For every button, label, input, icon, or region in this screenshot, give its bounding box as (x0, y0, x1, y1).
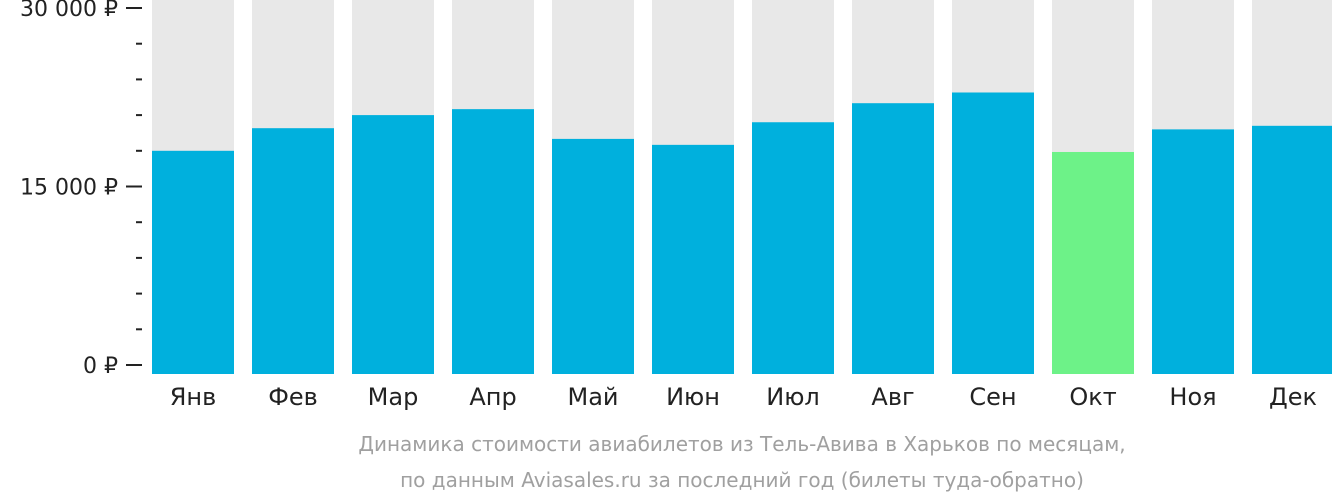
x-tick-label: Мар (368, 383, 419, 411)
y-axis: 0 ₽ 15 000 ₽ 30 000 ₽ (20, 0, 142, 379)
bar-Июн[interactable] (652, 144, 734, 374)
bar-Янв[interactable] (152, 150, 234, 374)
y-tick-label: 15 000 ₽ (20, 176, 118, 201)
chart-caption-line-2: по данным Aviasales.ru за последний год … (400, 468, 1084, 492)
x-tick-label: Ноя (1169, 383, 1216, 411)
bar-Ноя[interactable] (1152, 129, 1234, 374)
bar-Авг[interactable] (852, 103, 934, 374)
bar-Фев[interactable] (252, 128, 334, 374)
bar-Мар[interactable] (352, 115, 434, 374)
bars (152, 92, 1332, 375)
bar-Сен[interactable] (952, 92, 1034, 375)
x-tick-label: Июл (766, 383, 820, 411)
x-tick-label: Июн (666, 383, 720, 411)
bar-Окт[interactable] (1052, 151, 1134, 374)
x-tick-label: Окт (1069, 383, 1116, 411)
x-tick-label: Авг (871, 383, 914, 411)
x-tick-label: Дек (1269, 383, 1317, 411)
x-tick-label: Сен (969, 383, 1016, 411)
chart-caption-line-1: Динамика стоимости авиабилетов из Тель-А… (358, 432, 1126, 456)
bar-Апр[interactable] (452, 109, 534, 375)
x-tick-label: Май (567, 383, 618, 411)
bar-Май[interactable] (552, 138, 634, 374)
y-tick-label: 30 000 ₽ (20, 0, 118, 22)
x-tick-label: Янв (170, 383, 217, 411)
y-tick-label: 0 ₽ (83, 354, 118, 379)
x-tick-label: Апр (469, 383, 516, 411)
price-bar-chart: 0 ₽ 15 000 ₽ 30 000 ₽ Янв Фев Мар Апр Май Июн Ию… (20, 0, 1332, 411)
x-tick-label: Фев (268, 383, 318, 411)
bar-Июл[interactable] (752, 122, 834, 375)
bar-Дек[interactable] (1252, 125, 1332, 374)
x-axis-labels: Янв Фев Мар Апр Май Июн Июл Авг Сен Окт Ноя Дек (170, 383, 1317, 411)
